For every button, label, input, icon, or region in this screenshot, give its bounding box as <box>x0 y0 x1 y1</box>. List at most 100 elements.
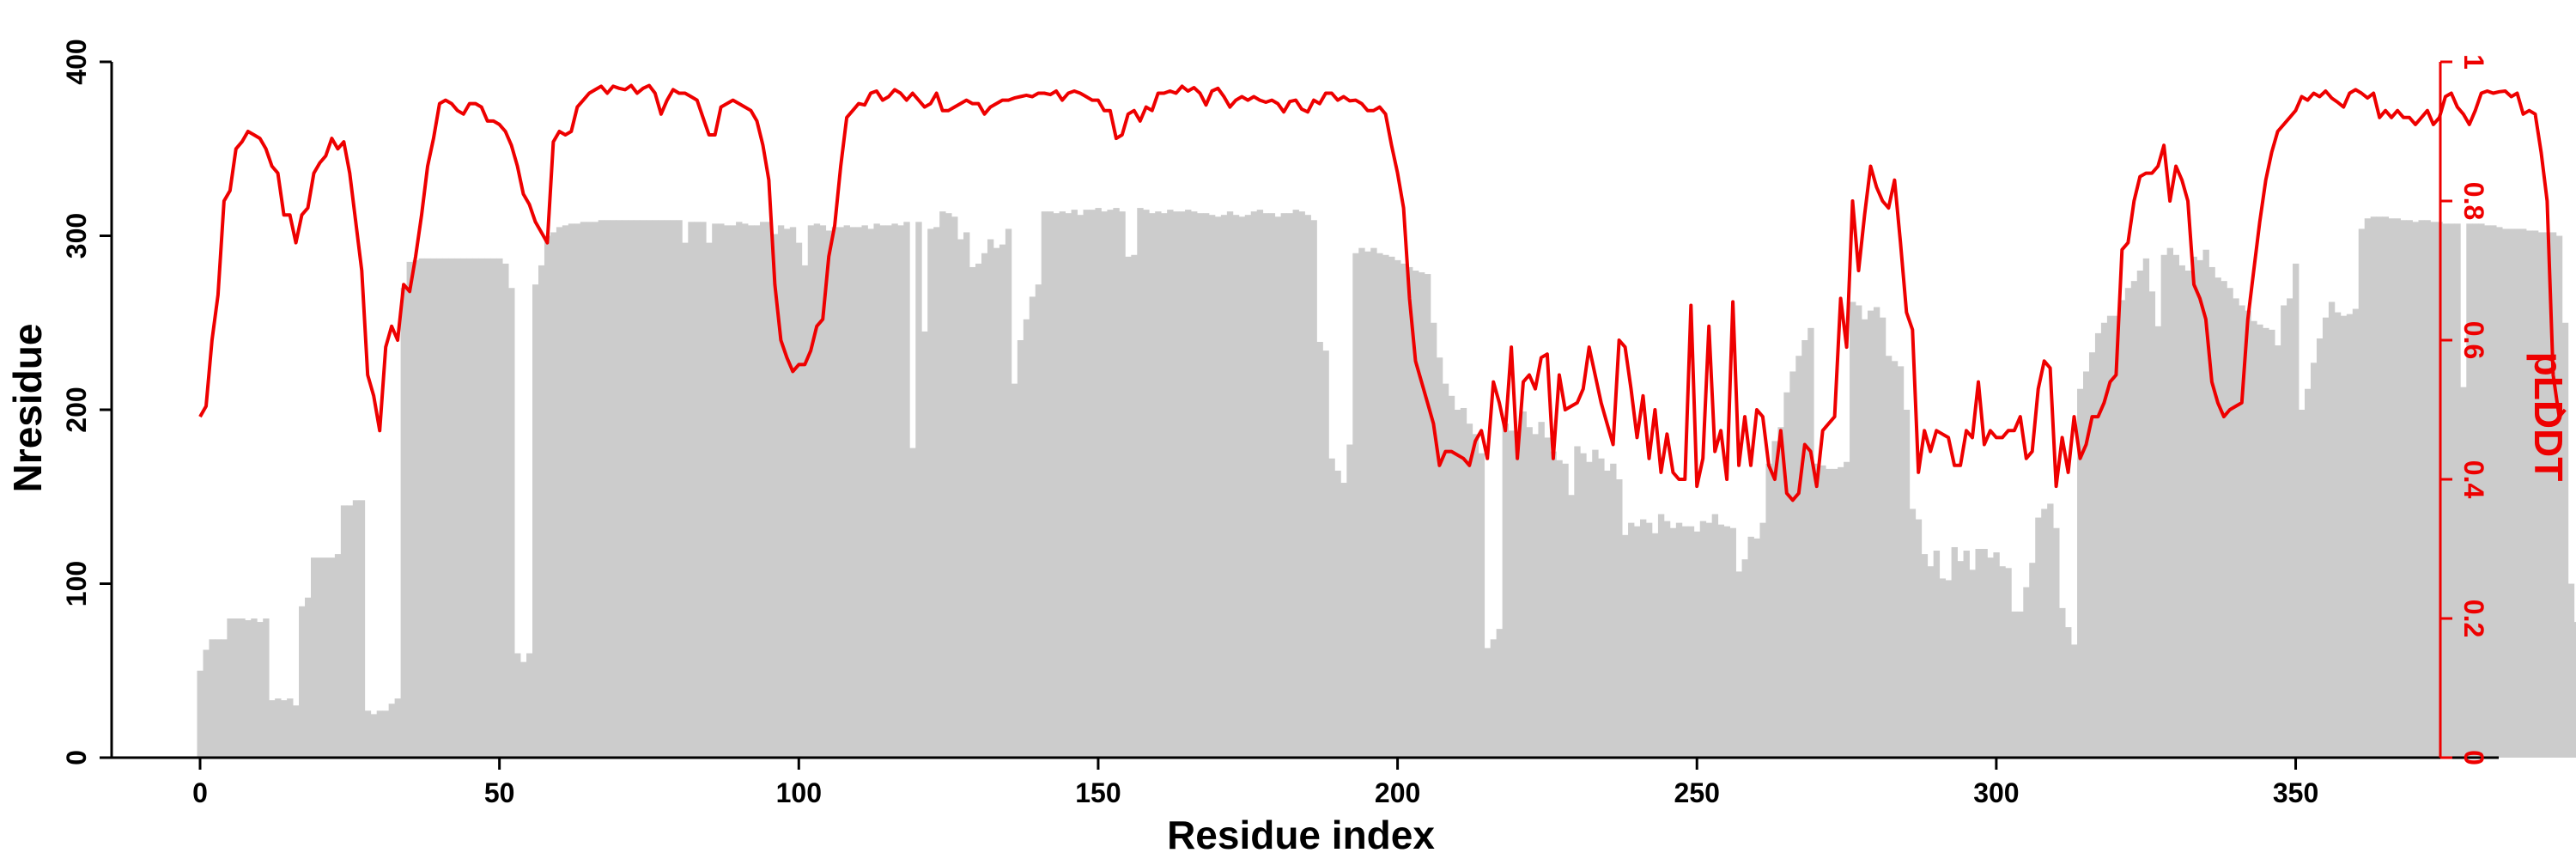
bar <box>562 225 569 758</box>
bar <box>2394 218 2401 758</box>
bar <box>1939 578 1947 758</box>
bar <box>215 639 222 758</box>
bar <box>2263 327 2269 758</box>
bar <box>1472 434 1479 758</box>
bar <box>311 557 318 758</box>
bar <box>1436 357 1443 758</box>
bar <box>2382 216 2390 758</box>
bar <box>1424 274 1431 758</box>
bar <box>1795 356 1802 758</box>
bar <box>712 223 719 758</box>
bar <box>1826 468 1832 758</box>
bar <box>1047 211 1054 758</box>
bar <box>1244 215 1252 758</box>
bar <box>1681 526 1689 758</box>
bar <box>1430 322 1437 758</box>
bar <box>2208 266 2215 758</box>
bar <box>969 266 976 758</box>
x-tick-label: 200 <box>1375 777 1420 808</box>
bar <box>2316 338 2324 758</box>
bar <box>1610 463 1617 758</box>
bar <box>2005 568 2012 758</box>
bar <box>2328 302 2336 758</box>
bar <box>1969 570 1976 758</box>
bar <box>1963 551 1970 758</box>
bar <box>1729 527 1736 758</box>
x-tick-label: 100 <box>776 777 822 808</box>
bar <box>1029 296 1036 758</box>
bar <box>1711 514 1719 758</box>
bar <box>1723 526 1730 758</box>
bar <box>1838 466 1844 758</box>
bar <box>1975 549 1982 758</box>
y-tick-label: 0 <box>61 750 92 765</box>
bar <box>1107 210 1114 758</box>
bar <box>2166 247 2173 758</box>
bar <box>742 223 749 758</box>
bar <box>1921 554 1929 758</box>
bar <box>1478 453 1485 758</box>
bar <box>2160 254 2168 758</box>
bar <box>1286 213 1293 758</box>
bar <box>2376 216 2384 758</box>
bar <box>538 265 545 758</box>
bar <box>2100 322 2108 758</box>
bar <box>975 263 982 758</box>
bar <box>1316 342 1323 758</box>
bar <box>1358 247 1365 758</box>
bar <box>334 554 342 758</box>
bar <box>664 220 671 758</box>
bar <box>1640 519 1647 758</box>
bar <box>1250 211 1258 758</box>
bar <box>2148 291 2156 758</box>
bar <box>736 222 743 758</box>
bar <box>2023 587 2030 758</box>
bar <box>1897 366 1905 758</box>
bar <box>819 225 827 758</box>
bar <box>1862 319 1868 758</box>
bar <box>1753 538 1760 758</box>
bar <box>2412 222 2419 758</box>
bar <box>652 220 659 758</box>
bar <box>454 258 461 758</box>
bar <box>2239 305 2245 758</box>
bar <box>2299 410 2306 758</box>
x-tick-label: 150 <box>1075 777 1121 808</box>
bar <box>1987 557 1994 758</box>
bar <box>269 700 276 758</box>
bar <box>544 235 551 758</box>
bar <box>867 228 874 758</box>
bar <box>2293 263 2300 758</box>
bar <box>376 710 384 758</box>
bar <box>316 557 324 758</box>
bar <box>2472 223 2479 758</box>
bar <box>765 222 773 758</box>
bar <box>730 225 737 758</box>
bar <box>352 500 360 758</box>
bar <box>706 242 713 758</box>
bar <box>2460 387 2467 758</box>
bar <box>418 258 425 758</box>
bar <box>406 261 413 758</box>
bar <box>1238 216 1246 758</box>
bar <box>1735 571 1742 758</box>
bar <box>2094 332 2102 758</box>
bar <box>2077 388 2084 758</box>
bar <box>2370 216 2378 758</box>
bar <box>478 258 485 758</box>
bar <box>700 222 707 758</box>
bar <box>748 225 755 758</box>
bar <box>1346 444 1353 758</box>
bar <box>2555 235 2563 758</box>
bar <box>245 620 252 758</box>
bar <box>1400 263 1407 758</box>
bar <box>2017 611 2024 758</box>
bar <box>1669 527 1677 758</box>
bar <box>496 258 503 758</box>
bar <box>855 227 862 758</box>
bar <box>1035 284 1042 758</box>
bar <box>2257 324 2263 758</box>
bar <box>1771 441 1778 758</box>
bar <box>2388 218 2395 758</box>
